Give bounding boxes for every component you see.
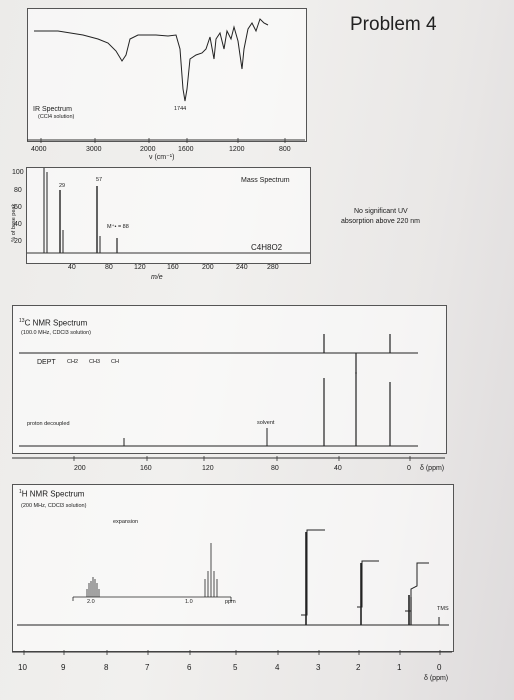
ms-xtick-240: 240 [236, 264, 248, 271]
h1-xtick-3: 3 [316, 663, 321, 672]
c13-sublabel: (100.0 MHz, CDCl3 solution) [21, 330, 91, 336]
h1-nmr-panel: 1H NMR Spectrum (200 MHz, CDCl3 solution… [12, 484, 454, 652]
c13-xtick-120: 120 [202, 465, 214, 472]
h1-xtick-4: 4 [275, 663, 280, 672]
ms-ytick-40: 40 [14, 221, 22, 228]
c13-proton-decoupled: proton decoupled [27, 421, 70, 427]
ir-sublabel: (CCl4 solution) [38, 114, 75, 120]
h1-spectrum-trace [17, 529, 449, 626]
c13-xtick-160: 160 [140, 465, 152, 472]
ms-xtick-160: 160 [167, 264, 179, 271]
ms-peaks [27, 168, 310, 254]
c13-solvent: solvent [257, 420, 275, 426]
ir-spectrum-trace [34, 18, 269, 102]
h1-exp-tick-1: 1.0 [185, 599, 193, 605]
ms-ylabel: % of base peak [11, 203, 18, 242]
h1-sublabel: (200 MHz, CDCl3 solution) [21, 503, 87, 509]
uv-note-line1: No significant UV [354, 208, 408, 215]
c13-xtick-80: 80 [271, 465, 279, 472]
uv-note-line2: absorption above 220 nm [341, 218, 420, 225]
mass-spectrum-panel: 29 57 M⁺• = 88 Mass Spectrum C4H8O2 [26, 167, 311, 264]
ms-molecular-ion: M⁺• = 88 [107, 224, 129, 230]
ms-ytick-20: 20 [14, 238, 22, 245]
ir-tick-1600: 1600 [178, 146, 194, 153]
h1-xtick-6: 6 [187, 663, 192, 672]
c13-xtick-200: 200 [74, 465, 86, 472]
ms-xtick-80: 80 [105, 264, 113, 271]
h1-xtick-5: 5 [233, 663, 238, 672]
ms-ytick-60: 60 [14, 204, 22, 211]
h1-xtick-0: 0 [437, 663, 442, 672]
h1-xtick-2: 2 [356, 663, 361, 672]
ms-xtick-280: 280 [267, 264, 279, 271]
ms-formula: C4H8O2 [251, 243, 283, 252]
ms-peak-57: 57 [96, 177, 103, 183]
problem-title: Problem 4 [350, 14, 437, 35]
ms-ytick-100: 100 [12, 169, 24, 176]
c13-label-sup: 13 [19, 318, 25, 324]
c13-spectrum-lines [19, 334, 418, 447]
c13-nmr-panel: 13C NMR Spectrum (100.0 MHz, CDCl3 solut… [12, 305, 447, 454]
c13-dept-ch: CH [111, 359, 119, 365]
c13-dept-label: DEPT [37, 359, 56, 366]
c13-dept-ch3: CH3 [89, 359, 101, 365]
ir-spectrum-panel: 1744 IR Spectrum (CCl4 solution) [27, 8, 307, 142]
h1-xtick-9: 9 [61, 663, 66, 672]
c13-xtick-0: 0 [407, 465, 411, 472]
ms-ytick-80: 80 [14, 187, 22, 194]
ms-xtick-200: 200 [202, 264, 214, 271]
h1-label-sup: 1 [19, 489, 22, 495]
ms-peak-29: 29 [59, 183, 66, 189]
h1-xunit: δ (ppm) [424, 675, 449, 682]
c13-xunit: δ (ppm) [420, 465, 445, 472]
ms-xlabel: m/e [151, 274, 163, 281]
ms-xtick-120: 120 [134, 264, 146, 271]
ir-tick-1200: 1200 [229, 146, 245, 153]
ir-tick-2000: 2000 [140, 146, 156, 153]
h1-exp-tick-2: 2.0 [87, 599, 95, 605]
h1-label: 1H NMR Spectrum [19, 490, 84, 499]
h1-xtick-8: 8 [104, 663, 109, 672]
h1-label-main: H NMR Spectrum [21, 489, 85, 499]
h1-xtick-10: 10 [18, 663, 27, 672]
h1-expansion-label: expansion [113, 519, 139, 525]
ir-peak-label: 1744 [174, 106, 187, 112]
c13-label: 13C NMR Spectrum [19, 319, 87, 328]
ir-xlabel: ν (cm⁻¹) [149, 154, 175, 161]
h1-xtick-1: 1 [397, 663, 402, 672]
ms-label: Mass Spectrum [241, 177, 290, 184]
h1-xtick-7: 7 [145, 663, 150, 672]
ms-xtick-40: 40 [68, 264, 76, 271]
c13-label-main: C NMR Spectrum [24, 318, 88, 328]
ir-tick-800: 800 [279, 146, 291, 153]
ir-label: IR Spectrum [33, 106, 72, 113]
h1-exp-unit: ppm [225, 599, 236, 605]
c13-dept-ch2: CH2 [67, 359, 79, 365]
ir-tick-4000: 4000 [31, 146, 47, 153]
h1-tms: TMS [437, 606, 449, 612]
c13-xtick-40: 40 [334, 465, 342, 472]
ir-tick-3000: 3000 [86, 146, 102, 153]
